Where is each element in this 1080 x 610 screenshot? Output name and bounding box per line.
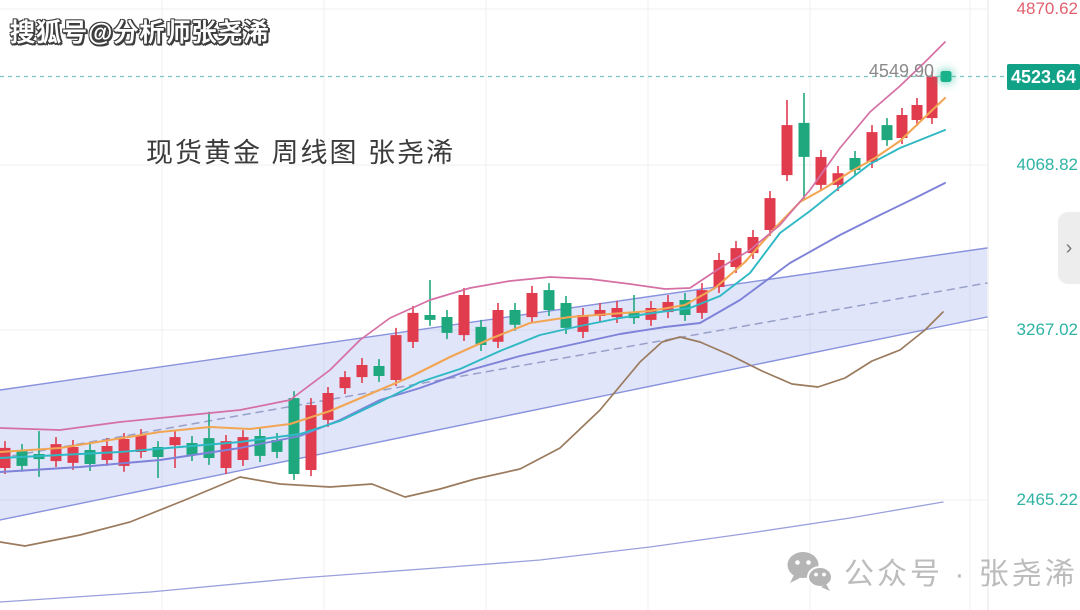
candle	[594, 310, 606, 316]
candle	[764, 198, 776, 230]
candle	[781, 125, 793, 176]
candle	[237, 437, 249, 460]
candle	[492, 310, 504, 342]
candle	[50, 444, 62, 462]
candle	[713, 260, 725, 287]
candle	[798, 122, 810, 157]
candle	[322, 393, 334, 420]
candle	[441, 317, 453, 333]
candle	[220, 441, 232, 468]
candle	[424, 315, 436, 320]
wechat-icon	[787, 552, 833, 591]
moving-averages	[0, 41, 947, 547]
sohu-watermark: 搜狐号@分析师张尧浠	[10, 19, 270, 47]
week-high-annotation: 4549.90	[868, 61, 934, 81]
footer-brand: 公众号 · 张尧浠	[786, 549, 1078, 593]
chart-title: 现货黄金 周线图 张尧浠	[146, 138, 456, 168]
candle	[169, 437, 181, 446]
longterm-ma-line	[0, 501, 944, 603]
candle	[288, 398, 300, 474]
footer-brand-text: 公众号 · 张尧浠	[844, 558, 1078, 591]
y-axis-label-4870: 4870.62	[1016, 0, 1078, 18]
candle	[926, 76, 938, 119]
y-axis-label-4068: 4068.82	[1016, 155, 1078, 174]
candle	[849, 158, 861, 171]
candle	[16, 451, 28, 466]
candle	[560, 303, 572, 328]
trend-channel	[0, 247, 988, 521]
collapse-panel-button[interactable]: ›	[1058, 212, 1080, 284]
candle	[356, 365, 368, 378]
candle	[305, 405, 317, 470]
candle	[458, 295, 470, 336]
chevron-right-icon: ›	[1065, 236, 1073, 259]
y-axis-label-3267: 3267.02	[1016, 320, 1078, 339]
candle	[866, 132, 878, 162]
candle	[84, 450, 96, 464]
candle	[186, 443, 198, 455]
candle	[696, 290, 708, 313]
candle	[203, 438, 215, 458]
candle	[911, 105, 923, 120]
candle	[254, 436, 266, 456]
y-axis-label-2465: 2465.22	[1016, 490, 1078, 509]
candle	[407, 312, 419, 342]
candle	[390, 335, 402, 380]
candle	[509, 310, 521, 325]
candle	[815, 157, 827, 185]
candle	[543, 290, 555, 311]
candle	[577, 315, 589, 332]
candle	[339, 377, 351, 389]
candle	[881, 125, 893, 141]
candle	[475, 326, 487, 345]
candle	[679, 300, 691, 315]
last-price-marker	[940, 71, 952, 82]
candle	[526, 293, 538, 318]
candle	[135, 435, 147, 452]
candle	[896, 115, 908, 138]
candle	[152, 447, 164, 457]
candle	[373, 366, 385, 376]
candle	[747, 237, 759, 254]
candle	[271, 440, 283, 452]
current-price-badge: 4523.64	[1007, 64, 1080, 90]
